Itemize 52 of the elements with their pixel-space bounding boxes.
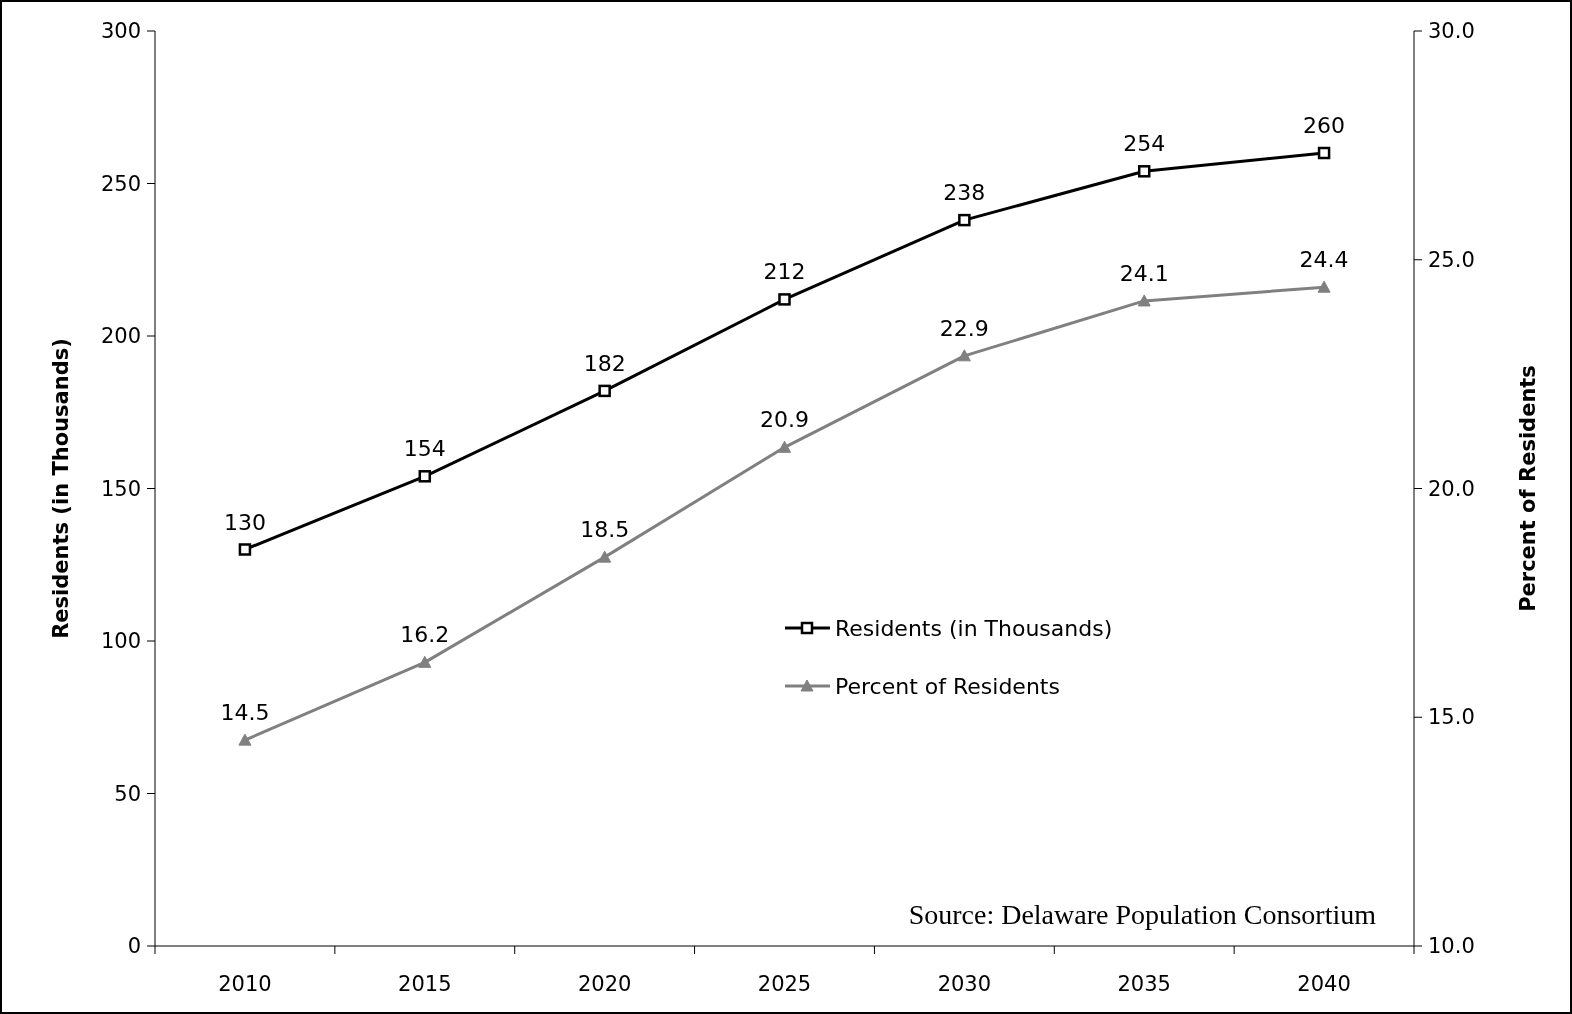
point bbox=[1137, 294, 1151, 307]
data-label: 254 bbox=[1123, 131, 1166, 157]
data-label: 16.2 bbox=[400, 622, 450, 648]
y2-tick-label: 15.0 bbox=[1428, 705, 1475, 730]
y-axis-title: Residents (in Thousands) bbox=[49, 338, 73, 639]
y-tick-label: 0 bbox=[127, 934, 141, 958]
annotation: Source: Delaware Population Consortium bbox=[908, 899, 1377, 930]
x-tick-label: 2015 bbox=[398, 972, 452, 996]
point bbox=[957, 349, 971, 362]
data-label: 130 bbox=[223, 509, 266, 535]
point bbox=[598, 550, 612, 563]
y2-tick-label: 10.0 bbox=[1428, 934, 1475, 958]
data-label: 154 bbox=[403, 436, 446, 462]
point bbox=[778, 440, 791, 453]
data-label: 20.9 bbox=[760, 407, 809, 433]
point bbox=[418, 655, 432, 668]
y-tick-label: 100 bbox=[100, 629, 141, 653]
point bbox=[418, 470, 432, 483]
data-label: 212 bbox=[763, 259, 806, 285]
legend-label: Residents (in Thousands) bbox=[835, 616, 1113, 641]
x-tick-label: 2030 bbox=[937, 972, 992, 996]
x-tick-label: 2025 bbox=[757, 972, 812, 996]
y-tick-label: 150 bbox=[100, 476, 141, 501]
y2-tick-label: 25.0 bbox=[1428, 247, 1475, 272]
y-tick-label: 300 bbox=[100, 19, 141, 43]
data-label: 22.9 bbox=[939, 315, 989, 341]
y2-tick-label: 30.0 bbox=[1428, 19, 1475, 43]
x-tick-label: 2035 bbox=[1117, 972, 1171, 996]
y-tick-label: 200 bbox=[100, 324, 141, 348]
point bbox=[1317, 146, 1331, 160]
data-label: 24.1 bbox=[1119, 260, 1169, 286]
y-tick-label: 50 bbox=[114, 781, 141, 806]
data-label: 260 bbox=[1303, 113, 1346, 138]
legend-label: Percent of Residents bbox=[835, 674, 1060, 699]
data-label: 182 bbox=[583, 350, 626, 376]
x-tick-label: 2010 bbox=[218, 972, 272, 996]
data-label: 238 bbox=[943, 180, 986, 206]
point bbox=[778, 293, 791, 306]
data-label: 14.5 bbox=[220, 700, 270, 726]
y-tick-label: 250 bbox=[100, 171, 141, 196]
data-label: 24.4 bbox=[1299, 247, 1349, 273]
y2-axis-title: Percent of Residents bbox=[1516, 365, 1540, 612]
x-tick-label: 2020 bbox=[577, 972, 632, 996]
y2-tick-label: 20.0 bbox=[1428, 476, 1475, 501]
x-tick-label: 2040 bbox=[1297, 972, 1351, 996]
point bbox=[1317, 280, 1331, 293]
point bbox=[598, 384, 611, 398]
point bbox=[238, 733, 252, 746]
data-label: 18.5 bbox=[580, 517, 630, 543]
point bbox=[1137, 165, 1151, 178]
point bbox=[238, 543, 252, 556]
point bbox=[958, 213, 971, 227]
